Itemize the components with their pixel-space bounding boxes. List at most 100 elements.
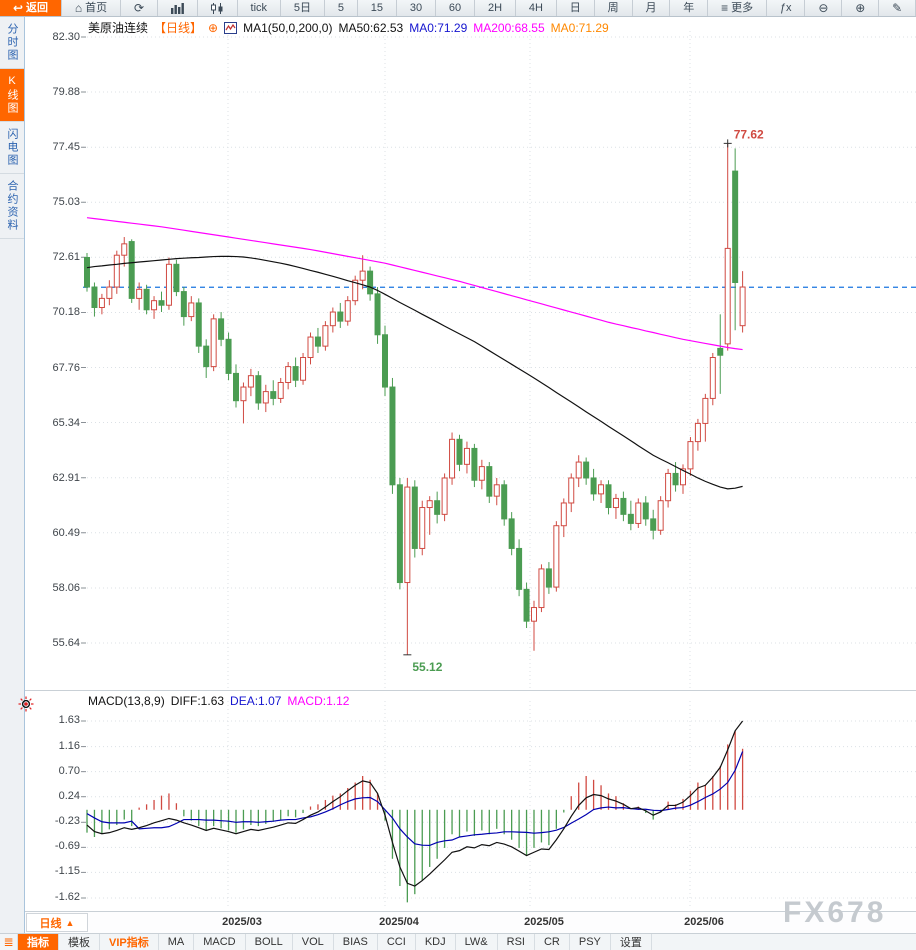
formula-button[interactable]: ƒx bbox=[767, 0, 806, 16]
ma-legend-item-1: MA0:71.29 bbox=[409, 21, 468, 35]
period-4h-button-label: 4H bbox=[528, 2, 543, 14]
candle-chart-button[interactable] bbox=[198, 0, 238, 16]
period-selector-label: 日线 bbox=[39, 917, 62, 930]
period-5day-button-label: 5日 bbox=[293, 2, 311, 14]
price-axis-label: 55.64 bbox=[52, 637, 80, 649]
period-selector-dropdown[interactable]: 日线 ▲ bbox=[26, 913, 88, 932]
price-axis-label: 75.03 bbox=[52, 196, 80, 209]
macd-axis-label: 1.16 bbox=[58, 739, 80, 752]
tab-menu-icon[interactable]: ≣ bbox=[0, 934, 18, 950]
ma-params: MA1(50,0,200,0) bbox=[243, 21, 333, 35]
period-4h-button[interactable]: 4H bbox=[516, 0, 557, 16]
home-icon: ⌂ bbox=[74, 1, 83, 15]
chart-type-sidebar: 分时图 K线图 闪电图 合约资料 bbox=[0, 17, 25, 933]
indicator-settings-sun-icon[interactable] bbox=[18, 696, 34, 712]
period-2h-button[interactable]: 2H bbox=[475, 0, 516, 16]
back-button[interactable]: ↩ 返回 bbox=[0, 0, 62, 16]
period-year-button[interactable]: 年 bbox=[670, 0, 709, 16]
macd-axis-label: -0.69 bbox=[54, 840, 80, 853]
zoom-out-button[interactable]: ⊖ bbox=[805, 0, 843, 16]
zoom-in-button[interactable]: ⊕ bbox=[842, 0, 880, 16]
price-axis-label: 79.88 bbox=[52, 86, 80, 98]
macd-indicator-chart[interactable] bbox=[25, 690, 916, 912]
tab-cci[interactable]: CCI bbox=[378, 934, 416, 950]
tab-ma[interactable]: MA bbox=[159, 934, 195, 950]
tab-vol[interactable]: VOL bbox=[293, 934, 334, 950]
diff-line bbox=[86, 720, 744, 887]
tab-template[interactable]: 模板 bbox=[59, 934, 100, 950]
macd-axis-label: -1.62 bbox=[54, 891, 80, 903]
macd-axis-label: -0.23 bbox=[54, 815, 80, 828]
expand-plus-icon[interactable]: ⊕ bbox=[208, 21, 219, 35]
macd-axis-label: 0.70 bbox=[58, 764, 80, 777]
macd-legend: MACD(13,8,9) DIFF:1.63 DEA:1.07 MACD:1.12 bbox=[88, 694, 361, 708]
main-gridlines bbox=[81, 31, 916, 690]
period-15min-button-label: 15 bbox=[370, 2, 384, 14]
mini-chart-icon[interactable] bbox=[224, 21, 238, 35]
back-icon: ↩ bbox=[12, 1, 24, 15]
time-share-chart-button[interactable] bbox=[158, 0, 198, 16]
period-day-button[interactable]: 日 bbox=[557, 0, 595, 16]
period-5day-button[interactable]: 5日 bbox=[281, 0, 325, 16]
macd-legend-item-0: DIFF:1.63 bbox=[170, 694, 225, 708]
tab-cr[interactable]: CR bbox=[535, 934, 570, 950]
price-axis-label: 77.45 bbox=[52, 141, 80, 154]
sidebar-tab-lightning[interactable]: 闪电图 bbox=[0, 122, 24, 174]
main-candlestick-chart[interactable]: 77.62 55.12 bbox=[25, 17, 916, 690]
price-axis-label: 58.06 bbox=[52, 581, 80, 594]
tab-indicator[interactable]: 指标 bbox=[18, 934, 59, 950]
more-button[interactable]: ≡ 更多 bbox=[708, 0, 768, 16]
x-axis-label: 2025/06 bbox=[684, 916, 724, 928]
high-annotation: 77.62 bbox=[734, 127, 764, 141]
period-5min-button[interactable]: 5 bbox=[325, 0, 358, 16]
period-week-button[interactable]: 周 bbox=[595, 0, 633, 16]
period-day-button-label: 日 bbox=[569, 2, 581, 14]
period-60min-button[interactable]: 60 bbox=[436, 0, 476, 16]
sidebar-tab-kline[interactable]: K线图 bbox=[0, 69, 24, 122]
ma50-line bbox=[86, 255, 743, 490]
price-axis-label: 72.61 bbox=[52, 251, 80, 264]
period-15min-button[interactable]: 15 bbox=[358, 0, 397, 16]
macd-histogram bbox=[86, 730, 744, 903]
instrument-title: 美原油连续 bbox=[88, 21, 149, 35]
tab-lwr[interactable]: LW& bbox=[456, 934, 498, 950]
period-30min-button-label: 30 bbox=[409, 2, 423, 14]
ma-legend-item-2: MA200:68.55 bbox=[473, 21, 545, 35]
bar-chart-icon bbox=[170, 2, 184, 14]
back-button-label: 返回 bbox=[26, 2, 49, 14]
x-axis-label: 2025/03 bbox=[222, 916, 262, 928]
tab-vip-indicator[interactable]: VIP指标 bbox=[100, 934, 159, 950]
main-chart-legend: 美原油连续 【日线】 ⊕ MA1(50,0,200,0) MA50:62.53 MA0:7… bbox=[88, 19, 621, 36]
macd-legend-item-2: MACD:1.12 bbox=[287, 694, 350, 708]
macd-legend-item-1: DEA:1.07 bbox=[230, 694, 282, 708]
price-axis-label: 70.18 bbox=[52, 306, 80, 319]
tab-kdj[interactable]: KDJ bbox=[416, 934, 456, 950]
low-annotation: 55.12 bbox=[412, 660, 442, 674]
zoom-out-icon: ⊖ bbox=[818, 1, 829, 15]
tab-psy[interactable]: PSY bbox=[570, 934, 611, 950]
period-month-button[interactable]: 月 bbox=[633, 0, 671, 16]
tab-bias[interactable]: BIAS bbox=[334, 934, 378, 950]
ma-legend-item-0: MA50:62.53 bbox=[338, 21, 404, 35]
home-button[interactable]: ⌂ 首页 bbox=[62, 0, 122, 16]
tab-boll[interactable]: BOLL bbox=[246, 934, 293, 950]
tab-macd[interactable]: MACD bbox=[194, 934, 246, 950]
sidebar-tab-time-share[interactable]: 分时图 bbox=[0, 17, 24, 69]
period-tick-button[interactable]: tick bbox=[238, 0, 281, 16]
tab-settings[interactable]: 设置 bbox=[611, 934, 652, 950]
refresh-button[interactable]: ⟳ bbox=[121, 0, 158, 16]
top-toolbar: ↩ 返回 ⌂ 首页 ⟳ tick 5日 5 15 30 60 2H 4H 日周月年 ≡ 更多 ƒx ⊖ ⊕ ✎ bbox=[0, 0, 916, 17]
x-axis-band: 日线 ▲ 2025/03 2025/04 2025/05 2025/06 bbox=[25, 911, 916, 933]
sidebar-tab-contract-info[interactable]: 合约资料 bbox=[0, 174, 24, 239]
home-button-label: 首页 bbox=[85, 2, 108, 14]
period-week-button-label: 周 bbox=[607, 2, 619, 14]
draw-pen-button[interactable]: ✎ bbox=[879, 0, 916, 16]
dropdown-arrow-icon: ▲ bbox=[65, 917, 75, 928]
macd-axis-label: -1.15 bbox=[54, 865, 80, 878]
price-axis-label: 60.49 bbox=[52, 526, 80, 539]
ma-legend-item-3: MA0:71.29 bbox=[550, 21, 609, 35]
period-30min-button[interactable]: 30 bbox=[397, 0, 437, 16]
price-axis-label: 67.76 bbox=[52, 361, 80, 374]
tab-rsi[interactable]: RSI bbox=[498, 934, 535, 950]
